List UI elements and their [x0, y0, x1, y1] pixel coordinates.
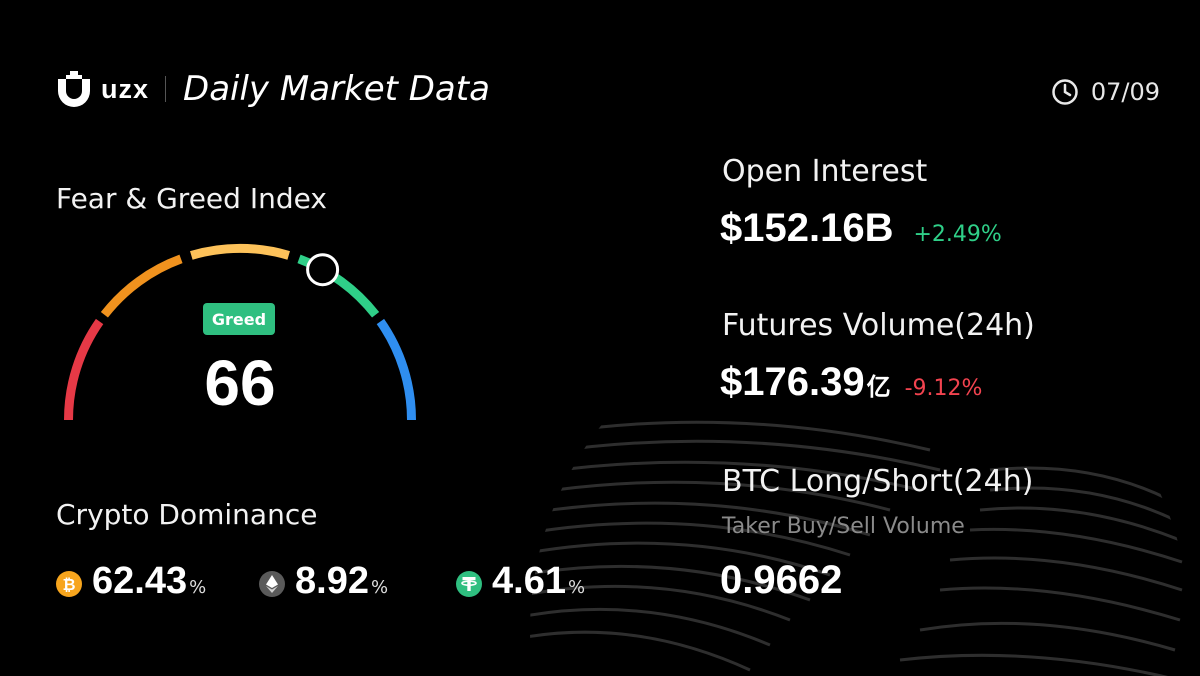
fear-greed-gauge: [64, 243, 416, 421]
svg-text:₿: ₿: [62, 575, 75, 594]
eth-dominance-value: 8.92: [295, 560, 369, 602]
brand-name: uzx: [101, 73, 150, 104]
brand-divider: [165, 76, 167, 102]
dominance-item-usdt: 4.61 %: [456, 560, 585, 603]
gauge-segment-fear: [100, 254, 183, 318]
btc-long-short-label: BTC Long/Short(24h): [722, 464, 1034, 499]
gauge-segment-greed: [297, 254, 380, 318]
usdt-dominance-unit: %: [567, 577, 586, 598]
page-title: Daily Market Data: [183, 69, 490, 109]
open-interest-row: $152.16B +2.49%: [720, 206, 1002, 251]
usdt-dominance-value: 4.61: [492, 560, 566, 602]
dominance-title: Crypto Dominance: [56, 498, 318, 531]
dominance-item-btc: ₿ 62.43 %: [56, 560, 206, 603]
gauge-segment-neutral: [190, 243, 290, 260]
futures-volume-change: -9.12%: [904, 376, 983, 401]
btc-dominance-value: 62.43: [92, 560, 188, 602]
futures-volume-value: $176.39: [720, 360, 865, 404]
futures-volume-label: Futures Volume(24h): [722, 308, 1035, 343]
fear-greed-title: Fear & Greed Index: [56, 182, 327, 215]
btc-long-short-value: 0.9662: [720, 558, 843, 602]
date-display: 07/09: [1051, 78, 1160, 106]
sentiment-badge: Greed: [203, 303, 275, 335]
gauge-segment-extreme-fear: [64, 318, 104, 421]
globe-background: [530, 420, 1183, 676]
open-interest-value: $152.16B: [720, 206, 894, 250]
btc-long-short-row: 0.9662: [720, 558, 842, 603]
btc-dominance-unit: %: [189, 577, 207, 598]
uzx-logo-icon: [58, 71, 90, 107]
date-text: 07/09: [1090, 78, 1160, 106]
dominance-item-eth: 8.92 %: [259, 560, 388, 603]
tether-icon: [456, 571, 482, 597]
gauge-segment-extreme-greed: [376, 318, 416, 421]
clock-icon: [1052, 79, 1078, 105]
futures-volume-unit: 亿: [866, 373, 891, 401]
btc-long-short-sublabel: Taker Buy/Sell Volume: [722, 514, 965, 539]
eth-dominance-unit: %: [370, 577, 389, 598]
gauge-indicator: [306, 253, 340, 287]
ethereum-icon: [259, 571, 285, 597]
futures-volume-row: $176.39 亿 -9.12%: [720, 360, 982, 405]
brand-header: uzx Daily Market Data: [55, 64, 490, 114]
open-interest-label: Open Interest: [722, 154, 928, 189]
open-interest-change: +2.49%: [913, 222, 1002, 247]
fear-greed-value: 66: [204, 347, 276, 419]
bitcoin-icon: ₿: [56, 571, 82, 597]
